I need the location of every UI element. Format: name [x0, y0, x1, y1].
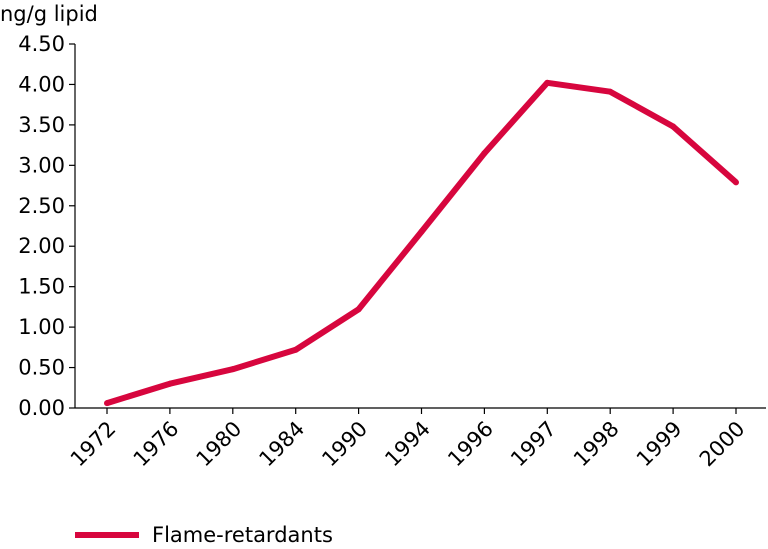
y-tick-label: 4.50 [18, 32, 65, 56]
x-tick-label: 2000 [695, 417, 750, 472]
data-point [166, 380, 173, 387]
y-ticks: 0.00 0.50 1.00 1.50 2.00 2.50 3.00 3.50 4.00 4.50 [18, 32, 75, 420]
y-tick-label: 0.00 [18, 396, 65, 420]
data-point [544, 79, 551, 86]
y-tick-label: 0.50 [18, 356, 65, 380]
x-tick-label: 1976 [129, 417, 184, 472]
series-line-flame-retardants [106, 79, 738, 406]
legend: Flame-retardants [75, 523, 333, 547]
y-tick-label: 1.00 [18, 315, 65, 339]
y-tick-label: 4.00 [18, 72, 65, 96]
x-tick-label: 1996 [443, 417, 498, 472]
x-tick-label: 1998 [569, 417, 624, 472]
x-tick-label: 1980 [192, 417, 247, 472]
y-tick-label: 2.00 [18, 234, 65, 258]
data-point [733, 179, 739, 186]
data-point [481, 150, 488, 157]
series-layer [104, 79, 739, 407]
x-tick-label: 1997 [506, 417, 561, 472]
data-point [292, 346, 299, 353]
legend-label: Flame-retardants [152, 523, 333, 547]
y-axis-title: ng/g lipid [0, 2, 98, 26]
x-tick-label: 1972 [66, 417, 121, 472]
y-tick-label: 3.00 [18, 153, 65, 177]
data-point [670, 123, 677, 130]
x-tick-label: 1994 [380, 417, 435, 472]
x-ticks: 1972 1976 1980 1984 1990 1994 1996 1997 1998 1999… [66, 408, 750, 471]
data-point [104, 400, 110, 407]
data-point [355, 306, 362, 313]
y-tick-label: 3.50 [18, 113, 65, 137]
y-tick-label: 1.50 [18, 275, 65, 299]
x-tick-label: 1984 [254, 417, 309, 472]
x-tick-label: 1990 [317, 417, 372, 472]
x-tick-label: 1999 [632, 417, 687, 472]
data-point [229, 366, 236, 373]
data-point [607, 88, 614, 95]
data-point [418, 228, 425, 235]
y-tick-label: 2.50 [18, 194, 65, 218]
